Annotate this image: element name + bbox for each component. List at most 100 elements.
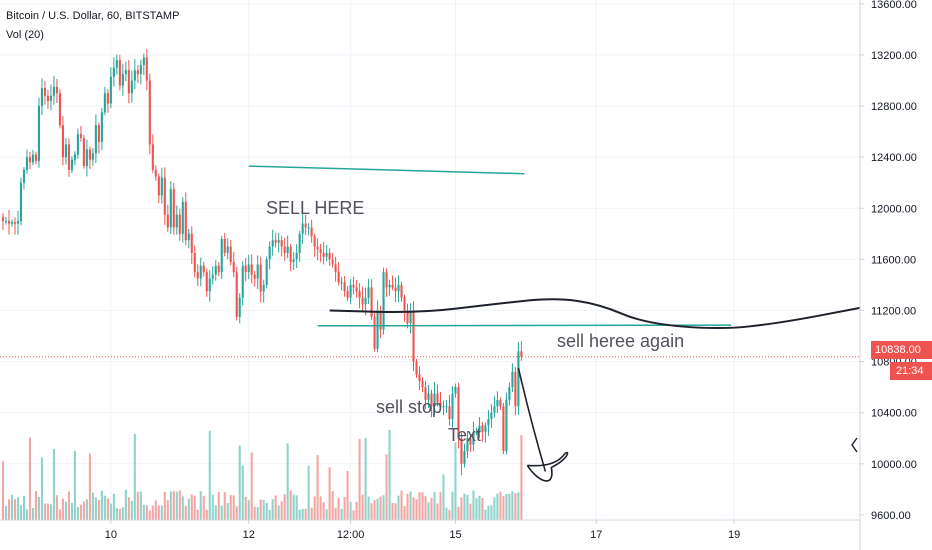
volume-bar bbox=[385, 454, 388, 520]
volume-bar bbox=[16, 497, 20, 520]
candle-body bbox=[208, 278, 211, 292]
volume-bar bbox=[46, 503, 49, 520]
volume-bar bbox=[19, 505, 23, 520]
candle-body bbox=[301, 223, 304, 234]
candle-body bbox=[493, 406, 496, 413]
volume-bar bbox=[496, 493, 499, 520]
annotation-text[interactable]: Text bbox=[448, 425, 482, 445]
candle-body bbox=[313, 236, 316, 247]
candle-body bbox=[175, 214, 178, 228]
volume-bar bbox=[430, 498, 433, 520]
candle-body bbox=[508, 387, 511, 400]
price-tick-label: 9600.00 bbox=[871, 510, 911, 522]
volume-bar bbox=[337, 497, 340, 520]
candle-body bbox=[328, 252, 331, 260]
volume-bar bbox=[115, 508, 118, 520]
candle-body bbox=[22, 169, 26, 183]
symbol-legend[interactable]: Bitcoin / U.S. Dollar, 60, BITSTAMP bbox=[6, 10, 180, 22]
candle-body bbox=[217, 265, 220, 273]
candle-body bbox=[214, 265, 217, 275]
candle-body bbox=[58, 93, 61, 126]
candle-body bbox=[139, 65, 142, 75]
candle-body bbox=[46, 95, 49, 101]
volume-bar bbox=[193, 495, 196, 520]
volume-legend[interactable]: Vol (20) bbox=[6, 29, 44, 41]
volume-bar bbox=[64, 501, 67, 520]
candle-body bbox=[454, 387, 457, 394]
candle-body bbox=[142, 57, 145, 66]
candle-body bbox=[85, 149, 88, 167]
candle-body bbox=[430, 393, 433, 407]
volume-bar bbox=[73, 450, 76, 520]
volume-bar bbox=[271, 499, 274, 520]
volume-bar bbox=[325, 509, 328, 520]
candle-body bbox=[472, 431, 475, 445]
volume-bar bbox=[31, 507, 35, 520]
volume-bar bbox=[349, 501, 352, 520]
candle-body bbox=[337, 272, 340, 283]
candle-body bbox=[112, 67, 115, 77]
volume-bar bbox=[232, 495, 235, 520]
volume-bar bbox=[289, 490, 292, 520]
volume-bar bbox=[100, 490, 103, 520]
candle-body bbox=[232, 261, 235, 273]
volume-bar bbox=[196, 509, 199, 520]
volume-bar bbox=[256, 507, 259, 520]
volume-bar bbox=[346, 470, 349, 520]
candle-body bbox=[424, 387, 427, 400]
candle-body bbox=[97, 125, 100, 142]
volume-bar bbox=[403, 506, 406, 520]
candle-body bbox=[124, 70, 127, 75]
volume-bar bbox=[454, 442, 457, 520]
arrow-head bbox=[526, 451, 569, 482]
candle-body bbox=[376, 310, 379, 349]
candle-body bbox=[280, 240, 283, 247]
candle-body bbox=[412, 310, 415, 362]
volume-bar bbox=[28, 437, 32, 520]
volume-bar bbox=[142, 504, 145, 520]
volume-bar bbox=[58, 509, 61, 520]
candle-body bbox=[235, 272, 238, 317]
candle-body bbox=[292, 259, 295, 262]
candle-body bbox=[130, 80, 133, 94]
candle-body bbox=[172, 189, 175, 228]
volume-bar bbox=[76, 507, 79, 520]
candle-body bbox=[67, 144, 70, 170]
volume-bar bbox=[283, 494, 286, 520]
volume-bar bbox=[133, 434, 136, 520]
volume-bar bbox=[25, 509, 29, 520]
candle-body bbox=[502, 406, 505, 452]
candle-body bbox=[178, 214, 181, 234]
volume-bar bbox=[160, 505, 163, 520]
candle-body bbox=[496, 399, 499, 407]
candle-body bbox=[463, 451, 466, 464]
volume-bar bbox=[253, 506, 256, 520]
volume-bar bbox=[316, 455, 319, 520]
annotation-sell-here[interactable]: SELL HERE bbox=[266, 198, 365, 218]
candle-body bbox=[268, 246, 271, 260]
candle-body bbox=[475, 431, 478, 433]
volume-bar bbox=[217, 492, 220, 520]
candle-body bbox=[403, 297, 406, 311]
volume-bar bbox=[127, 497, 130, 520]
candle-body bbox=[421, 380, 424, 388]
annotation-sell-stop[interactable]: sell stop bbox=[376, 397, 443, 417]
volume-bar bbox=[451, 491, 454, 520]
candle-body bbox=[373, 316, 376, 349]
candle-body bbox=[358, 291, 361, 298]
volume-bar bbox=[226, 503, 229, 520]
candle-body bbox=[133, 70, 136, 81]
annotation-sell-again[interactable]: sell heree again bbox=[557, 331, 685, 351]
volume-bar bbox=[88, 453, 91, 520]
candle-body bbox=[136, 70, 139, 75]
candle-body bbox=[226, 246, 229, 253]
candle-body bbox=[64, 144, 67, 158]
volume-bar bbox=[61, 498, 64, 520]
volume-bar bbox=[484, 509, 487, 520]
volume-bar bbox=[427, 502, 430, 520]
volume-bar bbox=[397, 495, 400, 520]
candle-body bbox=[466, 438, 469, 452]
candle-body bbox=[349, 284, 352, 298]
